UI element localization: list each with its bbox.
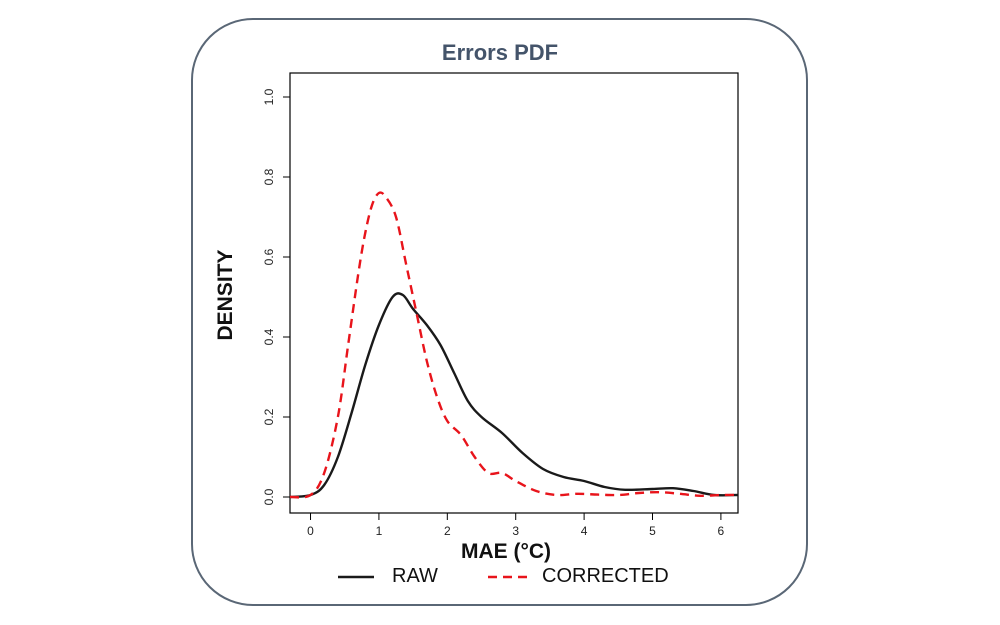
x-tick-label: 0: [307, 524, 314, 538]
x-tick-label: 2: [444, 524, 451, 538]
legend-swatch-corrected: [488, 575, 530, 578]
y-tick-label: 0.0: [262, 488, 276, 505]
chart-frame: [191, 18, 808, 606]
x-tick-label: 4: [581, 524, 588, 538]
x-tick-label: 5: [649, 524, 656, 538]
x-axis-label: MAE (°C): [461, 540, 551, 563]
y-tick-label: 1.0: [262, 88, 276, 105]
legend-swatch-raw: [338, 575, 374, 578]
legend-label-raw: RAW: [392, 565, 438, 587]
legend-label-corrected: CORRECTED: [542, 565, 669, 587]
x-tick-label: 3: [512, 524, 519, 538]
series-line-raw: [289, 292, 739, 499]
plot-area: [289, 72, 739, 514]
x-axis: 0 1 2 3 4 5 6: [307, 513, 725, 538]
series-layer: [289, 191, 739, 499]
y-tick-label: 0.6: [262, 248, 276, 265]
y-tick-label: 0.2: [262, 408, 276, 425]
series-line-corrected: [289, 191, 739, 499]
y-axis-label: DENSITY: [214, 249, 237, 340]
y-tick-label: 0.8: [262, 168, 276, 185]
y-axis: 0.0 0.2 0.4 0.6 0.8 1.0: [262, 88, 290, 505]
y-tick-label: 0.4: [262, 328, 276, 345]
legend: RAW CORRECTED: [0, 565, 1000, 595]
x-tick-label: 1: [376, 524, 383, 538]
x-tick-label: 6: [718, 524, 725, 538]
legend-item-corrected: CORRECTED: [486, 565, 669, 588]
legend-item-raw: RAW: [336, 565, 438, 588]
chart-title: Errors PDF: [441, 40, 559, 65]
